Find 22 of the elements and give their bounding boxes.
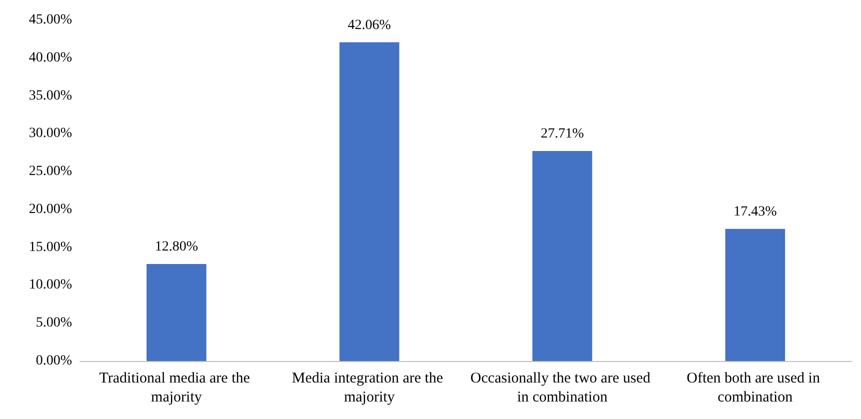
data-label: 12.80%	[154, 240, 198, 255]
x-tick-label: Often both are used in combination	[686, 370, 824, 406]
x-tick-label: Traditional media are the majority	[99, 370, 254, 406]
y-tick-label: 0.00%	[36, 354, 72, 368]
bar	[339, 42, 400, 361]
y-tick-label: 15.00%	[28, 240, 72, 255]
data-label: 27.71%	[540, 126, 584, 142]
x-tick-label: Media integration are the majority	[292, 370, 447, 406]
bar	[146, 264, 206, 361]
y-tick-label: 25.00%	[28, 164, 72, 180]
y-tick-label: 10.00%	[28, 278, 72, 293]
bar	[532, 151, 592, 361]
data-label: 42.06%	[348, 18, 392, 33]
bar	[725, 228, 786, 361]
data-label: 17.43%	[734, 204, 778, 220]
x-tick-label: Occasionally the two are used in combination	[470, 370, 654, 406]
y-tick-label: 45.00%	[28, 12, 72, 28]
y-tick-label: 40.00%	[28, 50, 72, 66]
y-tick-label: 5.00%	[36, 316, 72, 331]
y-tick-label: 30.00%	[28, 126, 72, 142]
y-tick-label: 35.00%	[28, 88, 72, 104]
y-tick-label: 20.00%	[28, 202, 72, 217]
